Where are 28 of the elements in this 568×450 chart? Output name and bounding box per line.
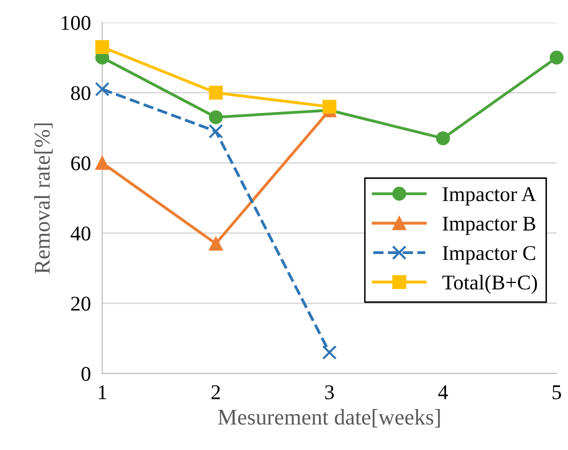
y-tick-label: 0: [82, 366, 90, 381]
point: [208, 86, 223, 100]
point: [95, 40, 110, 54]
legend-label: Impactor B: [442, 216, 536, 235]
legend-label: Total(B+C): [442, 274, 537, 294]
point: [322, 345, 337, 360]
y-tick-label: 80: [71, 86, 90, 100]
point: [322, 100, 336, 114]
point: [208, 124, 224, 139]
y-tick-label: 100: [62, 16, 90, 30]
y-axis-title: Removal rate[%]: [34, 123, 53, 274]
point: [550, 50, 564, 65]
y-tick-label: 20: [71, 296, 90, 311]
y-tick-label: 40: [70, 226, 90, 241]
point: [208, 110, 223, 124]
x-tick-label: 1: [98, 385, 106, 400]
legend-label: Impactor C: [442, 246, 536, 264]
y-tick-label: 60: [71, 156, 90, 170]
point: [94, 82, 110, 96]
legend-label: Impactor A: [442, 187, 536, 206]
point: [95, 156, 110, 170]
x-axis-title: Mesurement date[weeks]: [218, 409, 440, 428]
x-tick-label: 4: [438, 385, 448, 400]
x-tick-label: 3: [325, 385, 334, 400]
point: [436, 131, 450, 146]
point: [208, 236, 223, 251]
x-tick-label: 5: [552, 385, 562, 400]
x-tick-label: 2: [212, 385, 220, 400]
